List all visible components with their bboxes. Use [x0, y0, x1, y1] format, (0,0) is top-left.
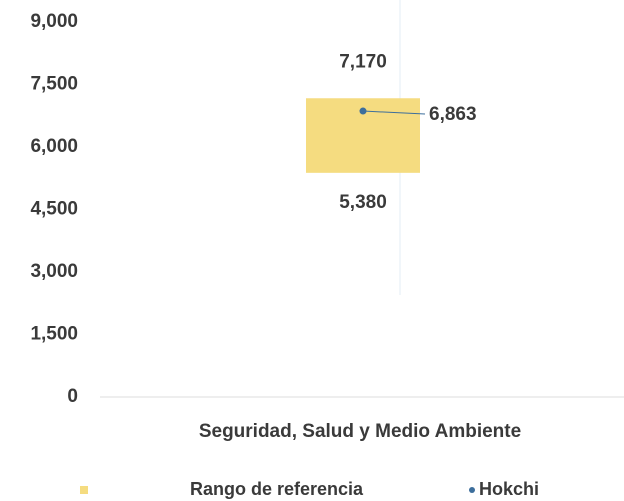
y-tick-label: 7,500 [30, 74, 78, 95]
leader-line [362, 110, 426, 115]
y-tick-label: 1,500 [30, 324, 78, 345]
data-label: 6,863 [429, 104, 477, 125]
y-tick-label: 3,000 [30, 261, 78, 282]
legend-swatch [469, 487, 475, 493]
x-tick-label: Seguridad, Salud y Medio Ambiente [199, 421, 521, 442]
y-tick-label: 4,500 [30, 199, 78, 220]
data-label: 7,170 [339, 51, 387, 72]
data-label: 5,380 [339, 192, 387, 213]
legend-label: Hokchi [479, 479, 539, 499]
point [359, 107, 367, 115]
legend-label: Rango de referencia [190, 479, 364, 499]
y-tick-label: 6,000 [30, 136, 78, 157]
y-tick-label: 0 [67, 386, 78, 407]
y-tick-label: 9,000 [30, 11, 78, 32]
legend-swatch [80, 486, 88, 494]
